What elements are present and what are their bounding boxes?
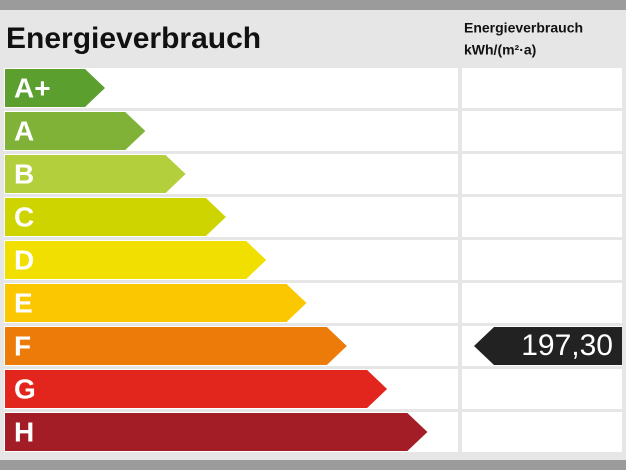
value-cell: [462, 240, 622, 280]
class-arrow: [5, 370, 388, 408]
class-arrow: [5, 413, 428, 451]
value-cell: [462, 283, 622, 323]
bottom-border: [0, 460, 626, 470]
value-cell: [462, 369, 622, 409]
class-label: A+: [14, 72, 51, 103]
class-arrow: [5, 241, 267, 279]
top-border: [0, 0, 626, 10]
value-label: 197,30: [521, 329, 613, 362]
class-label: G: [14, 373, 36, 404]
class-arrow: [5, 327, 347, 365]
class-label: A: [14, 115, 34, 146]
column-header: kWh/(m²·a): [464, 42, 536, 58]
class-arrow: [5, 198, 226, 236]
class-arrow: [5, 112, 146, 150]
class-label: H: [14, 416, 34, 447]
value-cell: [462, 412, 622, 452]
title: Energieverbrauch: [6, 22, 261, 55]
value-marker: [474, 327, 622, 365]
class-label: F: [14, 330, 31, 361]
class-arrow: [5, 69, 105, 107]
class-arrow: [5, 155, 186, 193]
class-label: E: [14, 287, 33, 318]
class-arrow: [5, 284, 307, 322]
column-header: Energieverbrauch: [464, 20, 583, 36]
class-label: C: [14, 201, 34, 232]
class-label: D: [14, 244, 34, 275]
value-cell: [462, 197, 622, 237]
value-cell: [462, 154, 622, 194]
class-label: B: [14, 158, 34, 189]
value-cell: [462, 68, 622, 108]
value-cell: [462, 111, 622, 151]
